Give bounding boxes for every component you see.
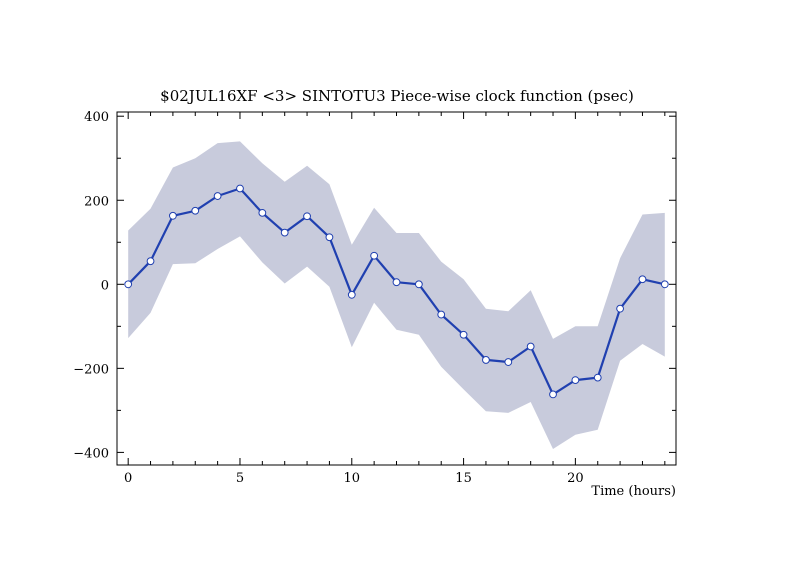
- data-point: [325, 233, 334, 242]
- chart-title: $02JUL16XF <3> SINTOTU3 Piece-wise clock…: [160, 87, 634, 105]
- data-point: [526, 342, 535, 351]
- data-point: [236, 184, 244, 193]
- data-point: [124, 280, 133, 289]
- data-point: [504, 358, 513, 366]
- data-point: [414, 280, 423, 289]
- data-point: [638, 275, 647, 284]
- data-point: [191, 206, 200, 215]
- uncertainty-band-area: [128, 141, 665, 449]
- data-point: [437, 310, 446, 319]
- tick-labels: 0 5 10 15 20 −400 −200 0 200 400: [73, 110, 583, 486]
- y-tick-label: 0: [101, 278, 109, 293]
- data-point: [370, 251, 379, 260]
- data-point: [280, 228, 289, 237]
- data-points: [124, 184, 669, 399]
- x-tick-label: 20: [567, 471, 584, 486]
- data-point: [213, 192, 222, 200]
- data-point: [347, 290, 356, 299]
- data-point: [303, 212, 311, 221]
- y-tick-label: −400: [73, 446, 109, 461]
- axis-ticks: [117, 112, 676, 465]
- data-point: [482, 356, 490, 364]
- data-point: [571, 376, 580, 385]
- x-tick-label: 10: [344, 471, 361, 486]
- y-tick-label: 400: [84, 110, 109, 125]
- x-axis-label: Time (hours): [591, 484, 676, 499]
- y-tick-label: −200: [73, 362, 109, 377]
- data-point: [258, 208, 267, 217]
- x-tick-label: 0: [124, 471, 132, 486]
- x-tick-label: 5: [236, 471, 244, 486]
- data-point: [616, 304, 624, 313]
- uncertainty-band: [128, 141, 665, 449]
- data-point: [459, 330, 468, 339]
- data-point: [146, 257, 155, 266]
- data-point: [660, 280, 669, 289]
- x-tick-label: 15: [455, 471, 472, 486]
- data-point: [593, 373, 602, 382]
- data-point: [549, 390, 557, 399]
- y-tick-label: 200: [84, 194, 109, 209]
- data-point: [392, 278, 401, 287]
- data-point: [169, 211, 177, 220]
